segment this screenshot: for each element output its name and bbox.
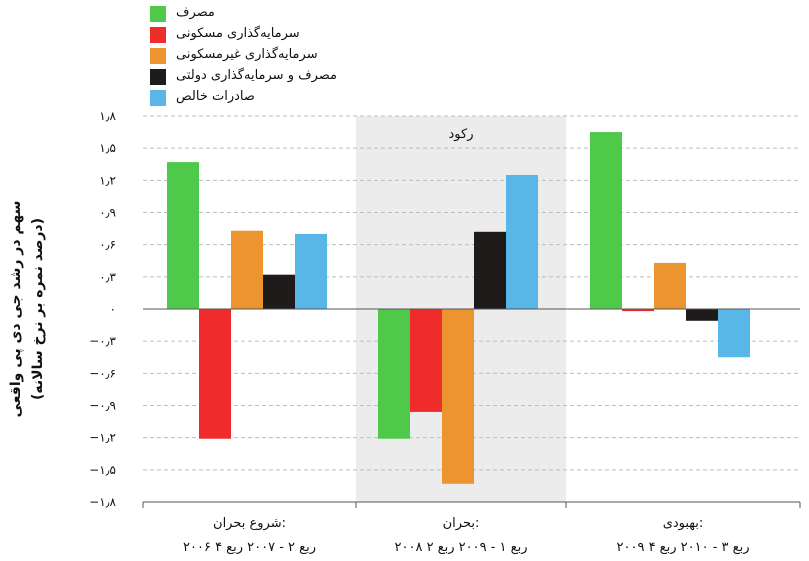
bar [474,231,506,309]
legend-label: سرمایه‌گذاری مسکونی [176,26,300,41]
x-category-period: ۲۰۰۶ ربع ۲ - ۲۰۰۷ ربع ۴ [183,540,316,555]
legend-swatch [150,27,166,43]
y-tick-label: −۱٫۸ [89,495,116,509]
legend-swatch [150,69,166,85]
y-tick-label: −۰٫۳ [89,334,116,348]
bar [686,309,718,321]
y-axis-label-line1: سهم در رشد جی دی پی واقعی [8,201,24,418]
legend-swatch [150,90,166,106]
y-tick-label: ۱٫۸ [99,109,116,123]
legend-item: سرمایه‌گذاری غیرمسکونی [150,46,390,66]
legend-label: مصرف و سرمایه‌گذاری دولتی [176,68,338,83]
legend-label: صادرات خالص [176,89,255,104]
bar [622,309,654,312]
gridlines [143,115,800,471]
y-axis-ticks: ۱٫۸ ۱٫۵ ۱٫۲ ۰٫۹ ۰٫۶ ۰٫۳ ۰ −۰٫۳ −۰٫۶ −۰٫۹ −۱٫۲ −۱٫۵ −… [89,109,116,509]
bar [654,262,686,309]
bar [718,309,750,358]
x-category-label: بهبودی: [663,516,704,531]
x-category-period: ۲۰۰۹ ربع ۳ - ۲۰۱۰ ربع ۴ [617,540,750,555]
bar [506,174,538,309]
bar [378,309,410,439]
y-tick-label: ۱٫۲ [99,173,116,187]
legend-item: صادرات خالص [150,88,390,108]
x-category-label: شروع بحران: [213,516,286,531]
x-axis-labels: شروع بحران: ۲۰۰۶ ربع ۲ - ۲۰۰۷ ربع ۴ بحران:… [142,502,801,555]
recession-label: رکود [449,127,474,142]
legend-label: سرمایه‌گذاری غیرمسکونی [176,47,318,62]
y-axis-label-line2: (درصد نمره بر نرخ سالانه) [30,218,46,400]
bar [231,230,263,309]
bar [442,309,474,484]
legend-swatch [150,48,166,64]
x-category-label: بحران: [443,516,480,531]
y-tick-label: −۱٫۲ [89,431,116,445]
bar [295,233,327,309]
bar [199,309,231,439]
legend-item: مصرف [150,4,390,24]
y-tick-label: ۰٫۶ [99,238,116,252]
x-category-period: ۲۰۰۸ ربع ۱ - ۲۰۰۹ ربع ۲ [395,540,528,555]
legend-swatch [150,6,166,22]
y-tick-label: −۱٫۵ [89,463,116,477]
y-tick-label: ۰٫۹ [99,206,116,220]
y-tick-label: ۰ [110,302,116,316]
legend-label: مصرف [176,5,215,20]
bar [263,274,295,309]
y-tick-label: −۰٫۹ [89,399,116,413]
bar [410,309,442,412]
y-tick-label: ۰٫۳ [99,270,116,284]
bars [167,132,750,484]
legend-item: سرمایه‌گذاری مسکونی [150,25,390,45]
y-tick-label: ۱٫۵ [99,141,116,155]
y-tick-label: −۰٫۶ [89,366,116,380]
bar [167,162,199,309]
bar [590,132,622,309]
legend-item: مصرف و سرمایه‌گذاری دولتی [150,67,390,87]
